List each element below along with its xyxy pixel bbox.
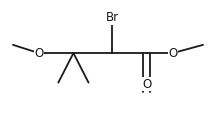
Text: Br: Br (106, 11, 119, 24)
Text: O: O (142, 78, 151, 91)
Text: O: O (168, 47, 177, 60)
Text: O: O (34, 47, 43, 60)
